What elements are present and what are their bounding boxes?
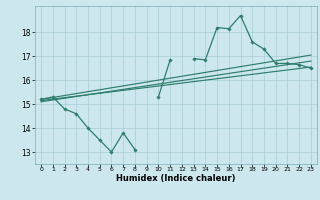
X-axis label: Humidex (Indice chaleur): Humidex (Indice chaleur)	[116, 174, 236, 183]
